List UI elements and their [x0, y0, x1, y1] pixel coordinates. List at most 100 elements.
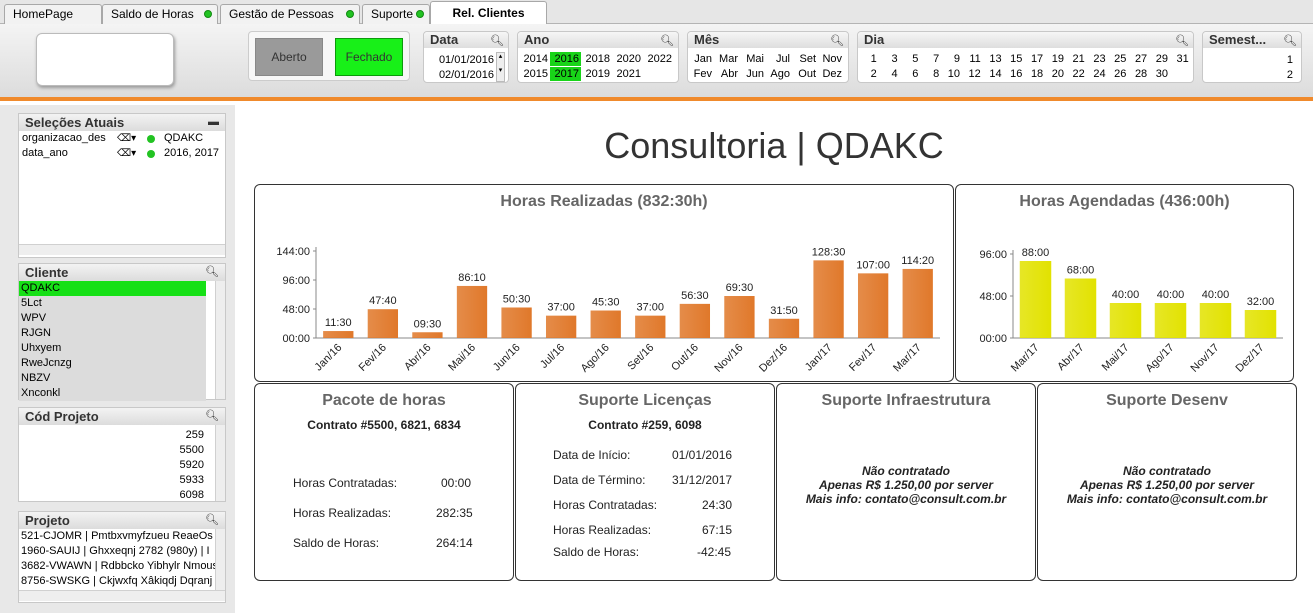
tab-homepage[interactable]: HomePage	[4, 4, 102, 24]
cliente-item[interactable]: RweJcnzg	[19, 356, 206, 371]
dia-value[interactable]: 11	[969, 53, 981, 65]
mes-value[interactable]: Mai	[746, 53, 764, 65]
ano-value[interactable]: 2017	[550, 67, 581, 81]
search-icon[interactable]: 🔍︎	[205, 514, 219, 526]
dia-value[interactable]: 28	[1134, 68, 1148, 80]
dia-value[interactable]: 10	[947, 68, 960, 80]
search-icon[interactable]: 🔍︎	[1283, 35, 1297, 47]
search-icon[interactable]: 🔍︎	[660, 35, 674, 47]
fechado-button[interactable]: Fechado	[335, 38, 403, 76]
vertical-scrollbar[interactable]	[215, 529, 225, 590]
dia-value[interactable]: 24	[1093, 68, 1106, 80]
bar[interactable]	[635, 315, 666, 338]
contact-text[interactable]: Mais info: contato@consult.com.br	[1066, 492, 1268, 506]
search-icon[interactable]: 🔍︎	[830, 35, 844, 47]
bar[interactable]	[724, 296, 755, 338]
bar[interactable]	[501, 307, 532, 338]
dia-value[interactable]: 30	[1155, 68, 1168, 80]
dia-value[interactable]: 18	[1030, 68, 1044, 80]
dia-value[interactable]: 5	[912, 53, 919, 65]
dia-value[interactable]: 22	[1072, 68, 1085, 80]
dia-value[interactable]: 7	[933, 53, 940, 65]
tab-saldo-de-horas[interactable]: Saldo de Horas	[102, 4, 218, 24]
projeto-item[interactable]: 521-CJOMR | Pmtbxvmyfzueu ReaeOs	[21, 530, 213, 542]
bar[interactable]	[768, 318, 800, 338]
cliente-item[interactable]: WPV	[19, 311, 206, 326]
tab-suporte[interactable]: Suporte	[362, 4, 430, 24]
mes-value[interactable]: Abr	[720, 68, 738, 80]
cod-projeto-item[interactable]: 259	[185, 429, 204, 441]
ano-value[interactable]: 2015	[523, 68, 548, 80]
dia-value[interactable]: 20	[1051, 68, 1064, 80]
ano-value[interactable]: 2016	[550, 52, 581, 66]
search-icon[interactable]: 🔍︎	[205, 410, 219, 422]
cod-projeto-item[interactable]: 5500	[179, 444, 204, 456]
dia-value[interactable]: 14	[989, 68, 1002, 80]
projeto-item[interactable]: 1960-SAUIJ | Ghxxeqnj 2782 (980y) | I	[21, 545, 210, 557]
ano-value[interactable]: 2018	[585, 53, 610, 65]
selection-row[interactable]: data_ano ⌫▾ 2016, 2017	[19, 146, 225, 161]
tab-rel-clientes[interactable]: Rel. Clientes	[430, 1, 547, 25]
bar[interactable]	[367, 309, 399, 338]
dia-value[interactable]: 31	[1176, 53, 1189, 65]
projeto-item[interactable]: 3682-VWAWN | Rdbbcko Yibhylr Nmous	[21, 560, 215, 572]
dia-value[interactable]: 3	[891, 53, 898, 65]
ano-value[interactable]: 2022	[647, 53, 672, 65]
dia-value[interactable]: 1	[870, 53, 877, 65]
cliente-item[interactable]: Xnconkl	[19, 386, 206, 401]
dia-value[interactable]: 9	[953, 53, 960, 65]
mes-value[interactable]: Jul	[775, 53, 790, 65]
mes-value[interactable]: Ago	[770, 68, 790, 80]
dia-value[interactable]: 16	[1010, 68, 1023, 80]
dia-value[interactable]: 13	[989, 53, 1002, 65]
search-icon[interactable]: 🔍︎	[1175, 35, 1189, 47]
aberto-button[interactable]: Aberto	[255, 38, 323, 76]
eraser-icon[interactable]: ⌫▾	[117, 148, 137, 159]
selection-row[interactable]: organizacao_des ⌫▾ QDAKC	[19, 131, 225, 146]
vertical-scrollbar[interactable]	[215, 425, 225, 501]
eraser-icon[interactable]: ⌫▾	[117, 133, 137, 144]
cod-projeto-item[interactable]: 5933	[179, 474, 204, 486]
data-value[interactable]: 01/01/2016	[438, 54, 494, 66]
dia-value[interactable]: 4	[891, 68, 898, 80]
bar[interactable]	[1199, 303, 1232, 338]
bar[interactable]	[1244, 310, 1277, 338]
search-icon[interactable]: 🔍︎	[490, 35, 504, 47]
dia-value[interactable]: 17	[1030, 53, 1044, 65]
dia-value[interactable]: 25	[1114, 53, 1127, 65]
bar[interactable]	[1064, 278, 1097, 339]
horizontal-scrollbar[interactable]	[19, 244, 225, 255]
vertical-scrollbar[interactable]	[215, 281, 225, 399]
bar[interactable]	[456, 285, 488, 338]
horizontal-scrollbar[interactable]	[19, 590, 225, 601]
semestre-value[interactable]: 2	[1286, 69, 1293, 81]
cod-projeto-item[interactable]: 5920	[179, 459, 204, 471]
dia-value[interactable]: 15	[1010, 53, 1023, 65]
data-value[interactable]: 02/01/2016	[438, 69, 494, 81]
mes-value[interactable]: Jun	[746, 68, 764, 80]
contact-text[interactable]: Mais info: contato@consult.com.br	[805, 492, 1007, 506]
cliente-item[interactable]: QDAKC	[19, 281, 206, 296]
minimize-icon[interactable]: ▬	[208, 116, 219, 128]
scrollbar[interactable]: ▴ ▾	[496, 52, 505, 82]
semestre-value[interactable]: 1	[1286, 54, 1293, 66]
ano-value[interactable]: 2020	[616, 53, 641, 65]
cliente-item[interactable]: 5Lct	[19, 296, 206, 311]
dia-value[interactable]: 23	[1093, 53, 1106, 65]
cliente-item[interactable]: RJGN	[19, 326, 206, 341]
projeto-item[interactable]: 8756-SWSKG | Ckjwxfq Xâkiqdj Dqranj	[21, 575, 213, 587]
dia-value[interactable]: 12	[968, 68, 981, 80]
dia-value[interactable]: 29	[1155, 53, 1168, 65]
mes-value[interactable]: Mar	[719, 53, 738, 65]
dia-value[interactable]: 2	[870, 68, 877, 80]
dia-value[interactable]: 21	[1072, 53, 1085, 65]
dia-value[interactable]: 6	[912, 68, 919, 80]
dia-value[interactable]: 8	[933, 68, 940, 80]
ano-value[interactable]: 2014	[523, 53, 548, 65]
bar[interactable]	[857, 273, 889, 338]
mes-value[interactable]: Jan	[694, 53, 712, 65]
bar[interactable]	[1109, 303, 1142, 338]
bar[interactable]	[679, 303, 711, 338]
bar[interactable]	[1019, 261, 1052, 338]
cod-projeto-item[interactable]: 6098	[179, 489, 204, 501]
